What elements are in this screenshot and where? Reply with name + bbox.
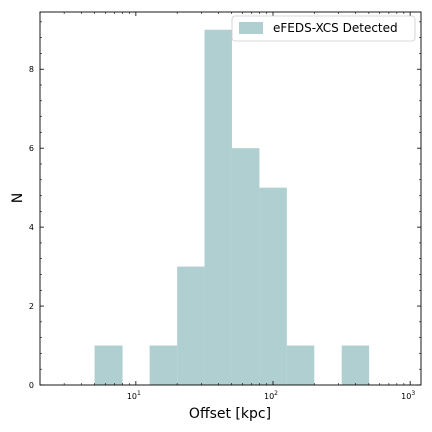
x-tick-exponent: 2 [274, 390, 278, 397]
histogram-bar [259, 187, 287, 385]
histogram-bar [204, 29, 232, 386]
y-axis-label: N [10, 193, 26, 203]
x-tick-label: 101 [127, 390, 141, 401]
y-tick-label: 2 [29, 302, 34, 311]
x-axis-label: Offset [kpc] [189, 406, 271, 422]
y-tick-label: 6 [29, 144, 34, 153]
x-tick-label: 103 [401, 390, 415, 401]
y-tick-label: 4 [29, 223, 34, 232]
histogram-bar [94, 345, 123, 385]
histogram-bar [177, 266, 205, 385]
legend-swatch [239, 22, 263, 34]
histogram-bar [231, 148, 260, 385]
histogram-bar [149, 345, 178, 385]
legend: eFEDS-XCS Detected [231, 15, 416, 42]
histogram-bar [341, 345, 370, 385]
y-tick-label: 8 [29, 65, 34, 74]
y-tick-label: 0 [29, 381, 34, 390]
x-tick-exponent: 3 [411, 390, 415, 397]
histogram-bars [94, 29, 370, 386]
legend-box [231, 15, 416, 42]
plot-frame [39, 11, 422, 386]
x-tick-label: 102 [264, 390, 278, 401]
histogram-bar [286, 345, 315, 385]
tick-labels: 0 2 4 6 8 101 102 103 [29, 65, 415, 401]
x-tick-exponent: 1 [137, 390, 141, 397]
legend-label: eFEDS-XCS Detected [273, 21, 398, 35]
